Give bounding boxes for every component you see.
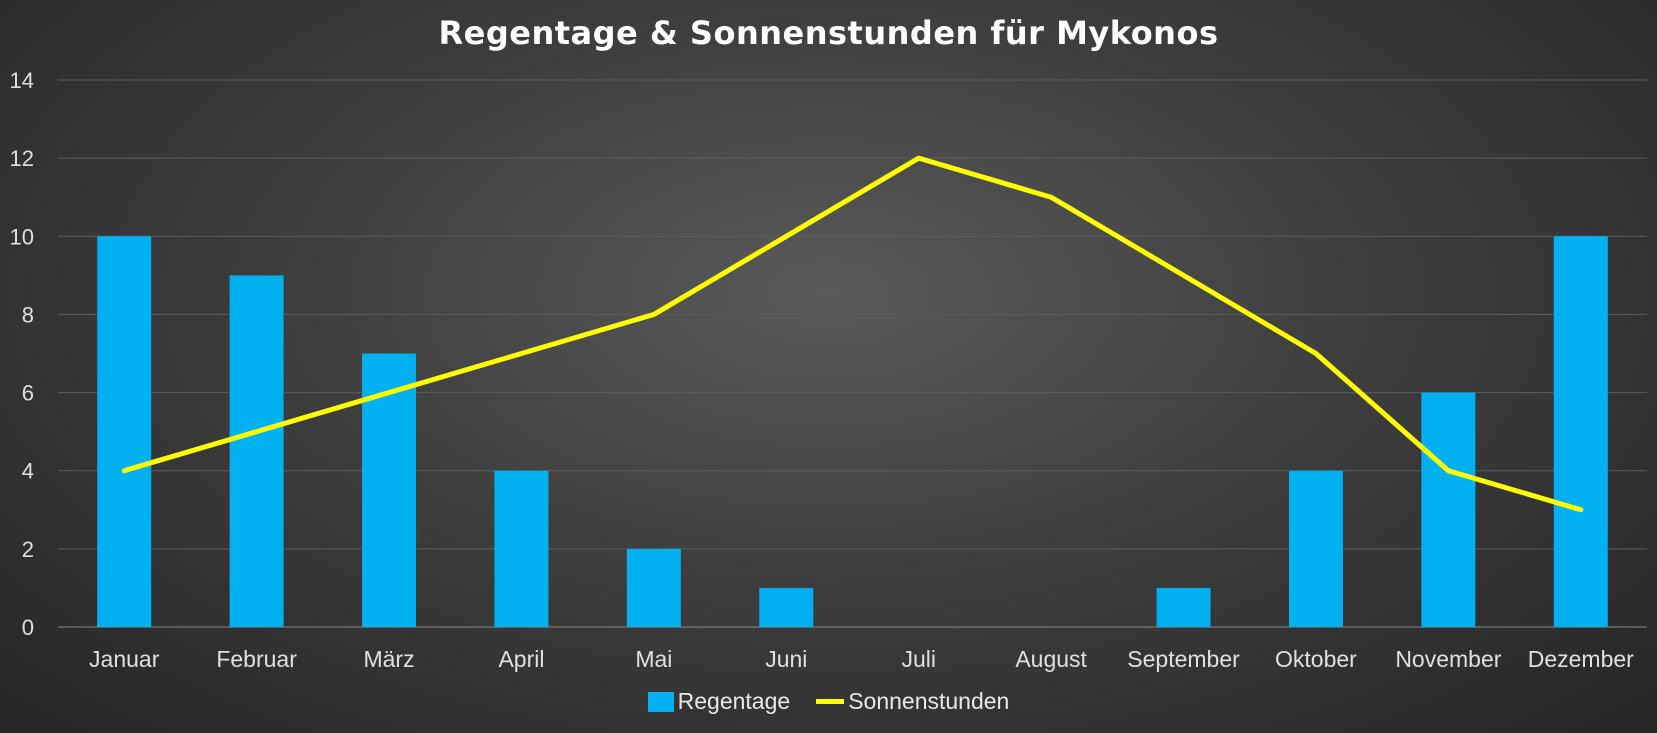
legend-swatch-line [816, 699, 845, 704]
y-tick-label: 12 [10, 146, 34, 171]
bar-september[interactable] [1156, 587, 1211, 627]
legend-item-sonnenstunden[interactable]: Sonnenstunden [816, 688, 1009, 715]
y-tick-label: 6 [22, 381, 34, 406]
x-tick-label: Januar [89, 646, 160, 672]
line-sonnenstunden[interactable] [121, 155, 1584, 513]
x-tick-label: Oktober [1275, 646, 1357, 672]
bars [97, 236, 1608, 628]
x-tick-label: August [1015, 646, 1087, 672]
legend-label-regentage: Regentage [677, 688, 791, 714]
bar-april[interactable] [494, 470, 549, 627]
x-tick-label: Juli [901, 646, 936, 672]
line-series [121, 155, 1584, 513]
y-tick-label: 0 [22, 615, 34, 640]
y-tick-label: 2 [22, 537, 34, 562]
x-tick-label: März [363, 646, 414, 672]
bar-mai[interactable] [626, 548, 681, 627]
legend-item-regentage[interactable]: Regentage [647, 688, 791, 715]
x-tick-labels: Januar Februar März April Mai Juni Juli August S… [89, 646, 1634, 672]
x-tick-label: September [1127, 646, 1240, 672]
bar-november[interactable] [1421, 392, 1476, 627]
x-tick-label: April [498, 646, 544, 672]
bar-dezember[interactable] [1553, 236, 1608, 628]
y-tick-label: 4 [22, 459, 34, 484]
bar-januar[interactable] [97, 236, 152, 628]
legend-swatch-bar [647, 691, 674, 712]
x-tick-label: Februar [216, 646, 297, 672]
x-tick-label: November [1395, 646, 1501, 672]
x-tick-label: Dezember [1528, 646, 1634, 672]
legend-label-sonnenstunden: Sonnenstunden [848, 688, 1010, 714]
y-tick-labels: 0 2 4 6 8 10 12 14 [10, 68, 34, 640]
y-tick-label: 8 [22, 302, 34, 327]
y-tick-label: 14 [10, 68, 34, 93]
y-tick-label: 10 [10, 224, 34, 249]
x-tick-label: Mai [635, 646, 672, 672]
chart-title: Regentage & Sonnenstunden für Mykonos [438, 14, 1219, 52]
bar-oktober[interactable] [1288, 470, 1343, 627]
x-tick-label: Juni [765, 646, 807, 672]
gridlines [58, 79, 1647, 628]
bar-juni[interactable] [759, 587, 814, 627]
legend: Regentage Sonnenstunden [0, 688, 1657, 715]
bar-februar[interactable] [229, 275, 284, 627]
